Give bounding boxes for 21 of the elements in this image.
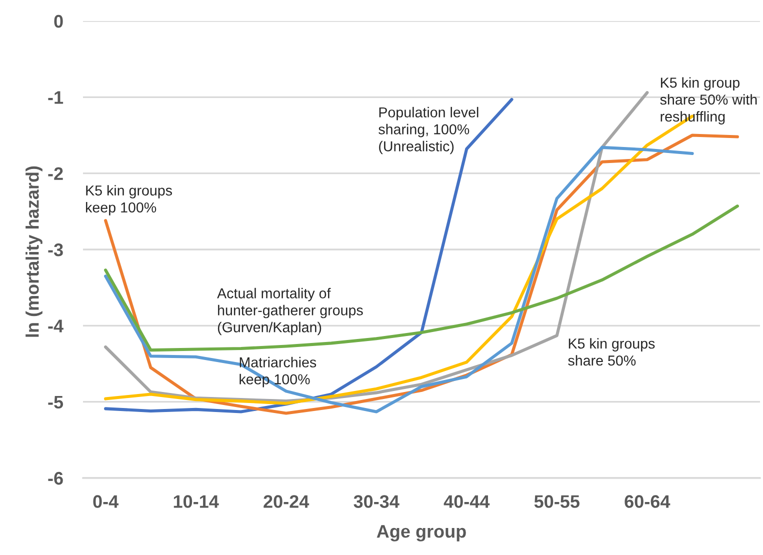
x-tick-label: 50-55: [534, 495, 580, 508]
annotation: Matriarchies keep 100%: [240, 356, 316, 388]
y-tick-label: -1: [48, 91, 64, 104]
y-tick-label: 0: [54, 14, 63, 28]
y-tick-label: -6: [48, 472, 63, 485]
x-tick-label: 60-64: [624, 495, 670, 508]
annotation: K5 kin groups keep 100%: [86, 185, 172, 216]
y-tick-label: -2: [48, 167, 63, 180]
annotation: Population level sharing, 100% (Unrealistic): [378, 106, 478, 154]
y-tick-label: -3: [48, 243, 63, 256]
annotation: Actual mortality of hunter-gatherer groups (Gurven/Kaplan): [217, 288, 363, 336]
x-tick-label: 0-4: [93, 495, 119, 508]
annotation: K5 kin groups share 50%: [568, 338, 655, 366]
x-tick-label: 10-14: [174, 495, 219, 508]
y-axis-title: ln (mortality hazard): [26, 166, 42, 337]
y-tick-label: -4: [48, 320, 64, 332]
x-tick-label: 20-24: [264, 495, 310, 508]
y-tick-label: -5: [48, 396, 64, 409]
x-axis-title: Age group: [376, 525, 466, 542]
x-tick-label: 30-34: [354, 495, 400, 508]
x-tick-label: 40-44: [444, 495, 490, 508]
